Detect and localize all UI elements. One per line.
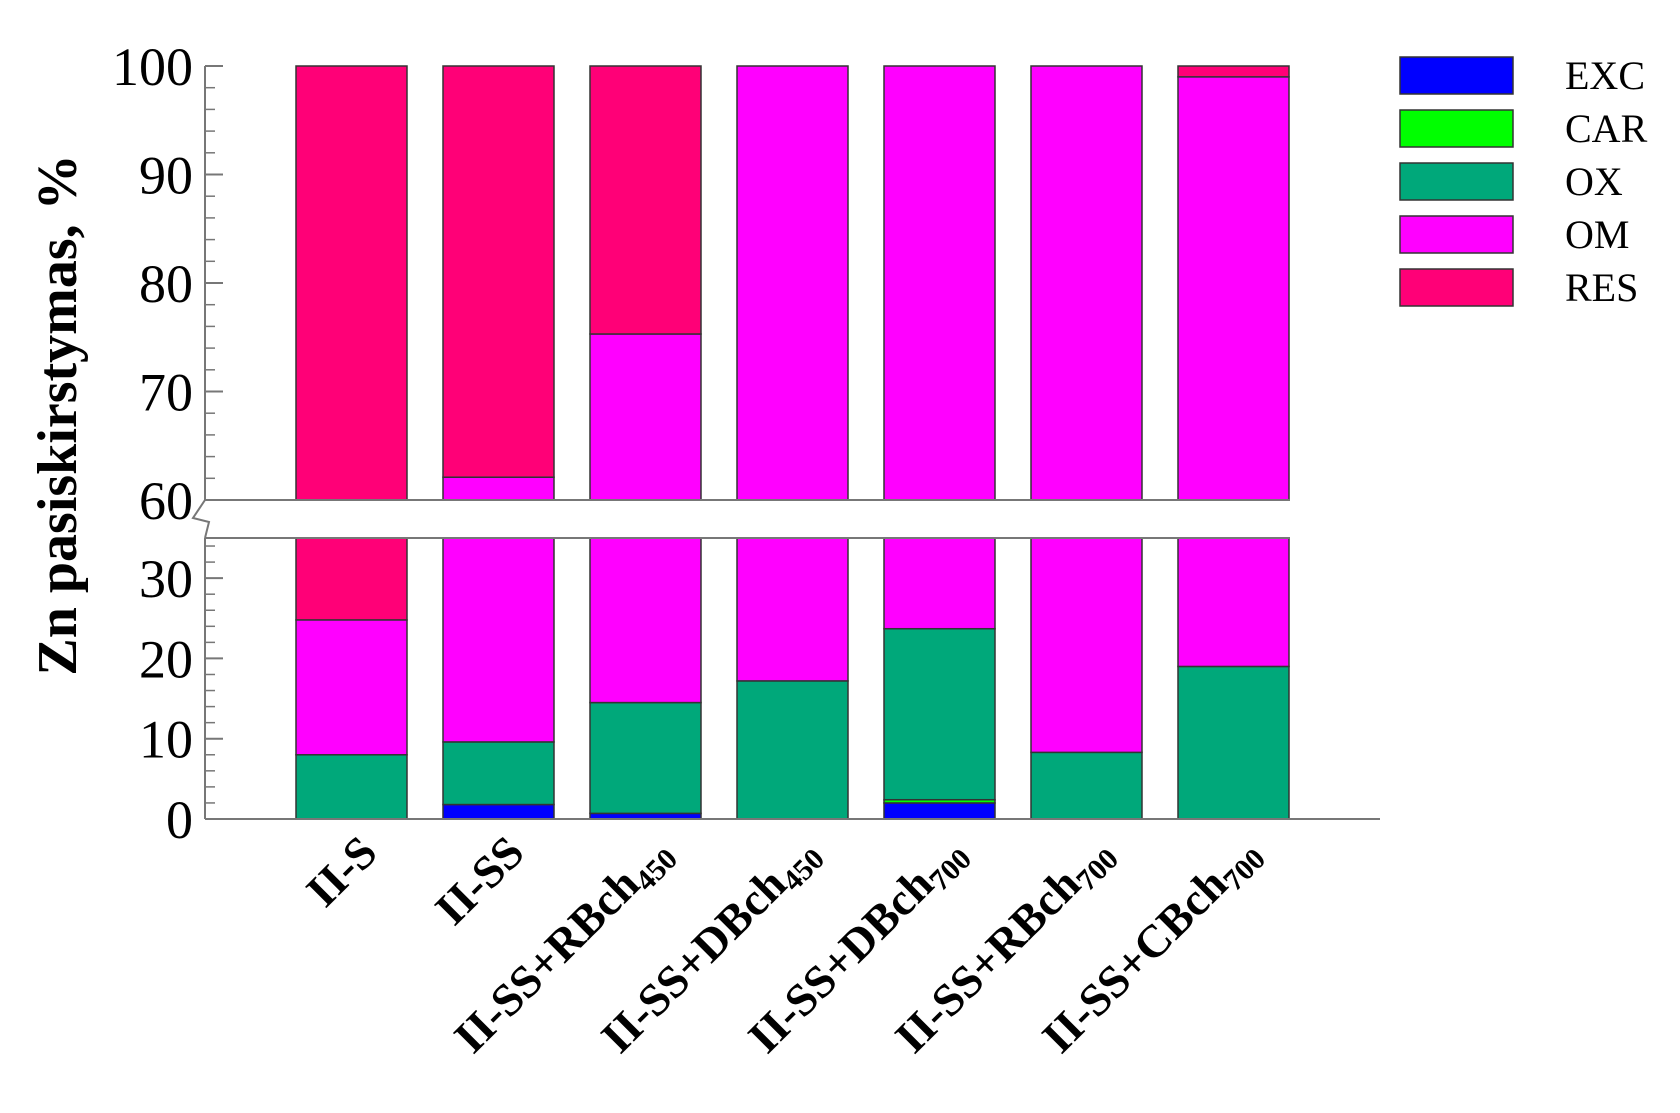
y-tick-label: 0 (166, 790, 193, 850)
bar-segment-ox-lower (736, 680, 849, 820)
bar-segment-res-upper (1177, 65, 1290, 78)
bars-layer (295, 65, 1290, 820)
x-tick-label: II-S (296, 826, 386, 916)
legend-swatch-res (1399, 268, 1514, 307)
bar-segment-om-lower (1177, 537, 1290, 668)
legend-swatch-om (1399, 215, 1514, 254)
bar-segment-ox-lower (295, 754, 408, 820)
x-tick-label: II-SS (425, 826, 533, 934)
bar-segment-ox-lower (442, 741, 555, 806)
bar-segment-om-lower (736, 537, 849, 682)
axis-break-mark (191, 499, 211, 539)
y-axis-title: Zn pasiskirstymas, % (27, 154, 89, 675)
legend-swatch-car (1399, 109, 1514, 148)
legend-swatch-ox (1399, 162, 1514, 201)
y-tick-label: 100 (112, 37, 193, 97)
bar-segment-ox-lower (883, 627, 996, 801)
bar-segment-om-lower (1030, 537, 1143, 754)
bar-segment-res-upper (442, 65, 555, 478)
bar-segment-om-lower (295, 619, 408, 756)
bar-segment-om-lower (589, 537, 702, 704)
x-tick-label: II-SS+CBch700 (1032, 826, 1272, 1066)
bar-segment-om-upper (1177, 76, 1290, 501)
legend-label-ox: OX (1565, 159, 1623, 204)
bar-segment-res-upper (295, 65, 408, 501)
x-axis-labels: II-S II-SSII-SS+RBch450II-SS+DBch450II-SS… (296, 826, 1272, 1066)
legend-label-exc: EXC (1565, 53, 1645, 98)
legend-label-om: OM (1565, 212, 1629, 257)
bar-segment-om-lower (883, 537, 996, 630)
bar-segment-om-upper (442, 476, 555, 501)
bar-segment-ox-lower (589, 701, 702, 815)
y-tick-label: 10 (139, 710, 193, 770)
bar-segment-exc-lower (883, 802, 996, 820)
y-tick-label: 30 (139, 549, 193, 609)
y-tick-label: 70 (139, 363, 193, 423)
bar-segment-om-upper (589, 333, 702, 501)
legend-label-res: RES (1565, 265, 1638, 310)
bar-segment-res-upper (589, 65, 702, 335)
y-tick-label: 80 (139, 254, 193, 314)
y-axis: 0 10 20 30 60 70 80 90 100 (112, 37, 1380, 850)
legend-label-car: CAR (1565, 106, 1648, 151)
y-tick-label: 20 (139, 629, 193, 689)
bar-segment-om-upper (736, 65, 849, 501)
legend-swatch-exc (1399, 56, 1514, 95)
bar-segment-om-upper (1030, 65, 1143, 501)
y-tick-label: 60 (139, 471, 193, 531)
bar-segment-res-lower (295, 537, 408, 621)
bar-segment-exc-lower (442, 803, 555, 820)
y-tick-label: 90 (139, 146, 193, 206)
bar-segment-om-lower (442, 537, 555, 743)
legend: EXC CAR OX OM RES (1399, 53, 1648, 310)
bar-segment-ox-lower (1030, 751, 1143, 820)
bar-segment-ox-lower (1177, 665, 1290, 820)
bar-segment-om-upper (883, 65, 996, 501)
